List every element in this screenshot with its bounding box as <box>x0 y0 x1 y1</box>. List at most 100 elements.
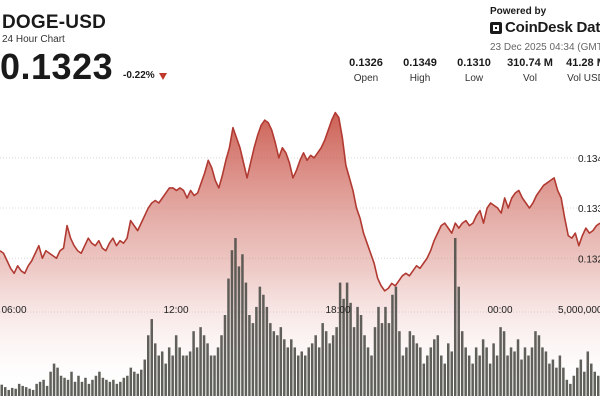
volume-bar <box>572 375 576 396</box>
stat-volume-usd: 41.28 M Vol USD <box>556 57 600 84</box>
volume-bar <box>523 347 527 396</box>
volume-bar <box>513 351 516 396</box>
volume-bar <box>300 351 303 396</box>
volume-bar <box>405 347 408 396</box>
volume-bar <box>331 335 335 396</box>
volume-bar <box>391 294 394 396</box>
volume-bar <box>286 347 290 396</box>
volume-bar <box>122 377 126 396</box>
volume-bar <box>307 347 310 396</box>
volume-bar <box>352 327 356 396</box>
volume-bar <box>38 381 42 396</box>
stat-label: Open <box>353 73 379 84</box>
current-price: 0.1323 <box>0 46 114 87</box>
volume-bar <box>276 335 279 396</box>
brand-name: CoinDesk Data <box>505 19 600 36</box>
volume-bar <box>467 355 471 396</box>
powered-by-label: Powered by <box>490 6 547 17</box>
x-tick-label: 18:00 <box>325 305 350 316</box>
volume-bar <box>234 238 237 396</box>
volume-bar <box>178 347 181 396</box>
volume-bar <box>534 331 537 396</box>
volume-bar <box>209 355 213 396</box>
volume-bar <box>447 343 450 396</box>
volume-bar <box>80 381 84 396</box>
volume-bar <box>147 335 150 396</box>
volume-bar <box>506 355 509 396</box>
volume-bar <box>537 335 541 396</box>
volume-bar <box>310 343 314 396</box>
volume-bar <box>586 351 590 396</box>
volume-bar <box>140 369 143 396</box>
volume-bar <box>387 323 391 396</box>
volume-bar <box>59 375 63 396</box>
volume-bar <box>202 335 206 396</box>
volume-bar <box>195 347 199 396</box>
stat-label: High <box>409 73 431 84</box>
price-area-fill <box>0 112 600 400</box>
volume-bar <box>185 355 188 396</box>
volume-bar <box>558 355 562 396</box>
volume-bar <box>377 306 380 396</box>
volume-bar <box>248 315 251 396</box>
volume-bar <box>283 339 286 396</box>
volume-bar <box>457 286 460 396</box>
volume-bar <box>488 363 492 396</box>
volume-bar <box>192 331 195 396</box>
volume-bar <box>471 363 474 396</box>
volume-bar <box>70 371 73 396</box>
stat-open: 0.1326 Open <box>336 57 396 84</box>
volume-bar <box>394 286 398 396</box>
stat-volume: 310.74 M Vol <box>500 57 560 84</box>
volume-bar <box>213 355 216 396</box>
volume-bar <box>206 343 209 396</box>
brand-logo[interactable]: CoinDesk Data <box>490 19 600 36</box>
volume-bar <box>303 355 307 396</box>
volume-tick-label: 5,000,000 <box>558 305 600 316</box>
volume-bar <box>129 367 133 396</box>
volume-bar <box>181 355 185 396</box>
volume-bar <box>579 359 583 396</box>
volume-bar <box>384 306 387 396</box>
stat-value: 0.1349 <box>403 57 437 69</box>
volume-bar <box>520 359 523 396</box>
y-tick-label: 0.134 <box>578 154 600 165</box>
volume-bar <box>492 343 495 396</box>
volume-bar <box>49 371 52 396</box>
volume-bar <box>227 278 230 396</box>
price-area <box>0 112 600 400</box>
volume-bar <box>3 387 7 396</box>
volume-bar <box>230 250 234 396</box>
volume-bar <box>265 306 269 396</box>
volume-bar <box>380 323 384 396</box>
volume-bar <box>314 335 317 396</box>
volume-bar <box>478 355 481 396</box>
volume-bar <box>258 286 262 396</box>
volume-bar <box>167 347 171 396</box>
volume-bar <box>14 388 17 396</box>
volume-bar <box>590 363 593 396</box>
volume-bars <box>0 238 600 397</box>
volume-bar <box>91 379 94 396</box>
volume-bar <box>115 383 119 396</box>
volume-bar <box>583 371 586 396</box>
volume-bar <box>216 347 220 396</box>
stat-label: Vol <box>523 73 537 84</box>
volume-bar <box>562 367 565 396</box>
volume-bar <box>366 347 370 396</box>
volume-bar <box>338 282 342 396</box>
volume-bar <box>10 387 14 396</box>
volume-bar <box>188 351 192 396</box>
volume-bar <box>321 323 324 396</box>
price-line-path <box>0 111 600 292</box>
volume-bar <box>415 343 419 396</box>
volume-bar <box>24 387 28 396</box>
volume-bar <box>530 347 534 396</box>
volume-bar <box>317 347 321 396</box>
volume-bar <box>593 371 597 396</box>
price-line <box>0 111 600 292</box>
volume-bar <box>569 383 572 396</box>
volume-bar <box>160 351 164 396</box>
volume-bar <box>17 383 21 396</box>
volume-bar <box>426 355 429 396</box>
